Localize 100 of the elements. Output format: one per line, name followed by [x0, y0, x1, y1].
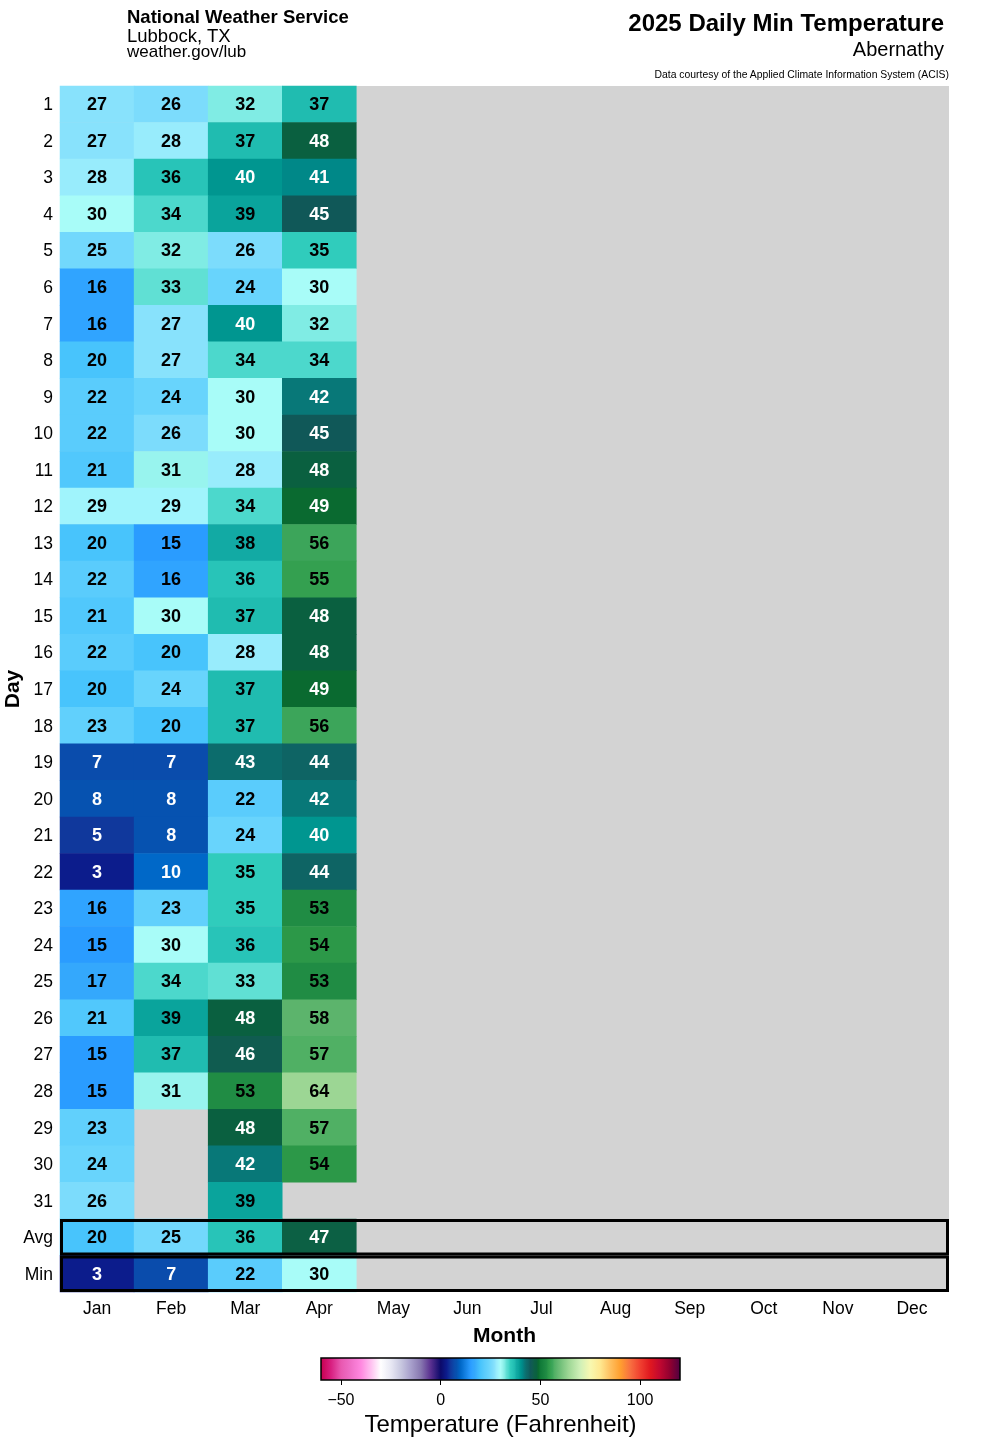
- data-label: 34: [161, 203, 182, 224]
- data-label: 29: [87, 496, 108, 517]
- data-label: 30: [161, 934, 182, 955]
- data-label: 16: [87, 898, 108, 919]
- data-label: 17: [87, 971, 108, 992]
- data-label: 8: [166, 825, 177, 846]
- data-label: 7: [166, 1263, 177, 1284]
- data-label: 48: [309, 642, 330, 663]
- data-label: 30: [309, 1263, 330, 1284]
- text: Data courtesy of the Applied Climate Information System (ACIS): [654, 68, 949, 80]
- data-label: 26: [235, 240, 256, 261]
- data-label: 42: [309, 788, 330, 809]
- data-label: 22: [87, 423, 108, 444]
- y-tick-label: 31: [33, 1190, 53, 1211]
- data-label: 23: [87, 715, 108, 736]
- data-label: 26: [161, 94, 182, 115]
- data-label: 27: [161, 313, 182, 334]
- data-label: 24: [161, 679, 182, 699]
- y-tick-label: 27: [33, 1044, 53, 1065]
- data-label: 48: [309, 130, 330, 151]
- color-bar-title: Temperature (Fahrenheit): [364, 1409, 637, 1437]
- data-label: 35: [235, 861, 256, 882]
- data-label: 33: [161, 277, 182, 297]
- y-tick-label: 7: [43, 313, 53, 334]
- data-label: 56: [309, 532, 330, 553]
- data-label: 36: [161, 167, 182, 188]
- data-label: 39: [235, 203, 256, 224]
- data-label: 23: [161, 898, 182, 919]
- data-label: 21: [87, 605, 108, 626]
- data-label: 3: [92, 861, 103, 882]
- data-label: 22: [87, 386, 108, 407]
- data-label: 15: [87, 1081, 108, 1101]
- x-tick-label: Feb: [156, 1298, 187, 1318]
- data-label: 54: [309, 934, 330, 955]
- x-tick-label: May: [376, 1298, 411, 1318]
- data-label: 26: [87, 1190, 108, 1211]
- y-tick-label: 9: [43, 386, 53, 407]
- x-tick-label: Aug: [600, 1298, 632, 1318]
- data-label: 31: [161, 459, 182, 480]
- data-label: 32: [235, 94, 256, 115]
- data-label: 32: [161, 240, 182, 261]
- data-label: 48: [235, 1007, 256, 1028]
- color-bar-label: 100: [626, 1390, 654, 1408]
- data-label: 22: [235, 1263, 256, 1284]
- data-label: 37: [309, 94, 330, 115]
- data-label: 53: [309, 898, 330, 919]
- data-label: 32: [309, 313, 330, 334]
- y-tick-label: 30: [33, 1154, 54, 1175]
- chart-subtitle: Abernathy: [852, 38, 944, 60]
- data-label: 30: [309, 277, 330, 297]
- y-tick-label: 13: [33, 532, 53, 553]
- data-label: 48: [235, 1117, 256, 1138]
- data-label: 8: [92, 788, 103, 809]
- y-tick-label: 19: [33, 752, 53, 773]
- data-label: 55: [309, 569, 330, 590]
- data-label: 28: [235, 459, 256, 480]
- y-tick-label: 17: [33, 679, 53, 699]
- data-label: 36: [235, 569, 256, 590]
- y-tick-label: 16: [33, 642, 53, 663]
- data-label: 24: [87, 1154, 108, 1175]
- data-label: 40: [235, 167, 256, 188]
- data-label: 29: [161, 496, 182, 517]
- data-label: 21: [87, 1007, 108, 1028]
- y-tick-label: 25: [33, 971, 53, 992]
- data-label: 64: [309, 1081, 330, 1101]
- data-label: 53: [309, 971, 330, 992]
- y-tick-label: 6: [43, 277, 53, 297]
- data-label: 20: [87, 1227, 108, 1248]
- data-label: 35: [235, 898, 256, 919]
- data-label: 41: [309, 167, 330, 188]
- x-tick-label: Oct: [750, 1298, 778, 1318]
- y-tick-label: 11: [34, 459, 53, 480]
- data-label: 48: [309, 459, 330, 480]
- color-bar-label: 50: [531, 1390, 550, 1408]
- y-tick-label: 26: [33, 1007, 53, 1028]
- data-label: 15: [87, 1044, 108, 1065]
- data-label: 16: [161, 569, 182, 590]
- data-label: 34: [235, 350, 256, 371]
- data-label: 34: [235, 496, 256, 517]
- data-label: 58: [309, 1007, 330, 1028]
- x-tick-label: Jan: [82, 1298, 112, 1318]
- data-label: 21: [87, 459, 108, 480]
- y-tick-label: 10: [33, 423, 54, 444]
- data-label: 57: [309, 1044, 330, 1065]
- data-label: 16: [87, 277, 108, 297]
- y-tick-label: 24: [33, 934, 54, 955]
- y-tick-label: 18: [33, 715, 53, 736]
- data-label: 30: [235, 386, 256, 407]
- y-tick-label: 29: [33, 1117, 53, 1138]
- color-bar-label: −50: [327, 1390, 355, 1408]
- data-label: 20: [87, 679, 108, 699]
- data-label: 43: [235, 752, 256, 773]
- data-label: 27: [87, 94, 108, 115]
- data-label: 20: [87, 532, 108, 553]
- y-tick-label: 21: [33, 825, 53, 846]
- data-label: 22: [87, 569, 108, 590]
- data-label: 27: [161, 350, 182, 371]
- data-label: 36: [235, 1227, 256, 1248]
- text: National Weather Service: [127, 5, 349, 27]
- y-tick-label: 4: [43, 203, 54, 224]
